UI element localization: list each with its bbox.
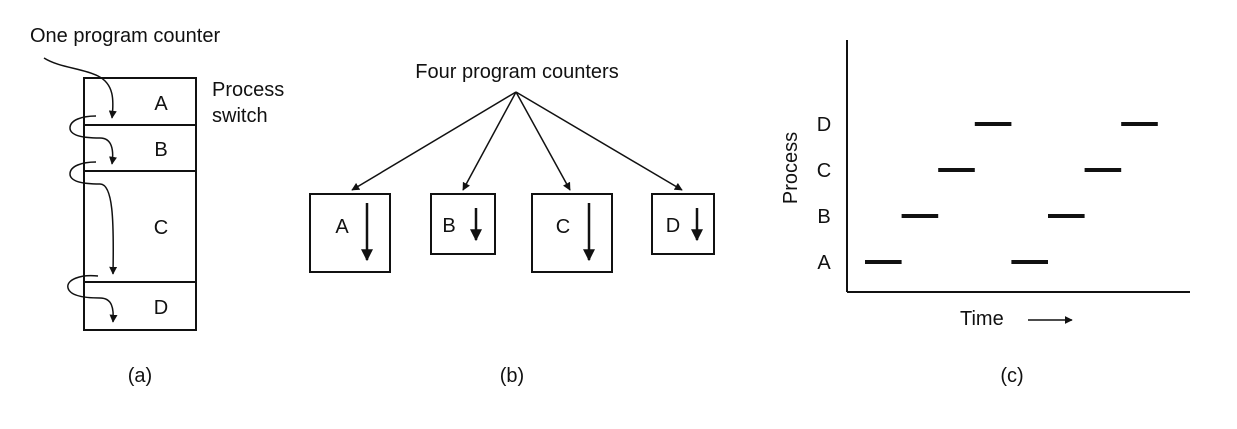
process-box-d-label: D bbox=[666, 215, 680, 237]
process-box-b-label: B bbox=[442, 215, 455, 237]
process-box-b bbox=[430, 193, 496, 255]
y-tick-label-c: C bbox=[817, 160, 831, 182]
y-tick-label-a: A bbox=[817, 252, 831, 274]
process-box-d bbox=[651, 193, 715, 255]
panel-a-title: One program counter bbox=[30, 25, 220, 47]
y-tick-label-b: B bbox=[817, 206, 830, 228]
panel-a: One program counter Process switch A B C… bbox=[30, 25, 284, 387]
process-box-a-label: A bbox=[335, 216, 349, 238]
process-switch-label-line1: Process bbox=[212, 79, 284, 101]
pointer-arrow-b bbox=[462, 91, 517, 191]
timeline-segments bbox=[865, 122, 1158, 264]
panel-c-caption: (c) bbox=[1000, 365, 1023, 387]
block-label-a: A bbox=[154, 93, 168, 115]
process-box-a bbox=[309, 193, 391, 273]
y-tick-labels: A B C D bbox=[817, 114, 832, 274]
panel-b: Four program counters A B C D (b) bbox=[309, 61, 715, 387]
pointer-arrow-d bbox=[515, 91, 683, 191]
pointer-arrow-a bbox=[351, 91, 517, 191]
pointer-arrow-c bbox=[515, 91, 571, 191]
panel-a-caption: (a) bbox=[128, 365, 152, 387]
process-box-c bbox=[531, 193, 613, 273]
process-switch-label-line2: switch bbox=[212, 105, 268, 127]
process-box-c-label: C bbox=[556, 216, 570, 238]
block-label-d: D bbox=[154, 297, 168, 319]
block-label-b: B bbox=[154, 139, 167, 161]
memory-column bbox=[83, 77, 197, 331]
pc-switch-a-to-b bbox=[69, 115, 117, 165]
y-axis-label: Process bbox=[780, 132, 802, 204]
y-tick-label-d: D bbox=[817, 114, 831, 136]
pc-path-into-a bbox=[43, 57, 117, 119]
x-axis-label: Time bbox=[960, 308, 1004, 330]
pc-switch-c-to-d bbox=[67, 274, 118, 323]
panel-b-caption: (b) bbox=[500, 365, 524, 387]
pc-switch-b-to-c bbox=[69, 161, 118, 275]
block-label-c: C bbox=[154, 217, 168, 239]
panel-c: Process A B C D Time (c) bbox=[780, 40, 1190, 387]
panel-b-title: Four program counters bbox=[415, 61, 618, 83]
